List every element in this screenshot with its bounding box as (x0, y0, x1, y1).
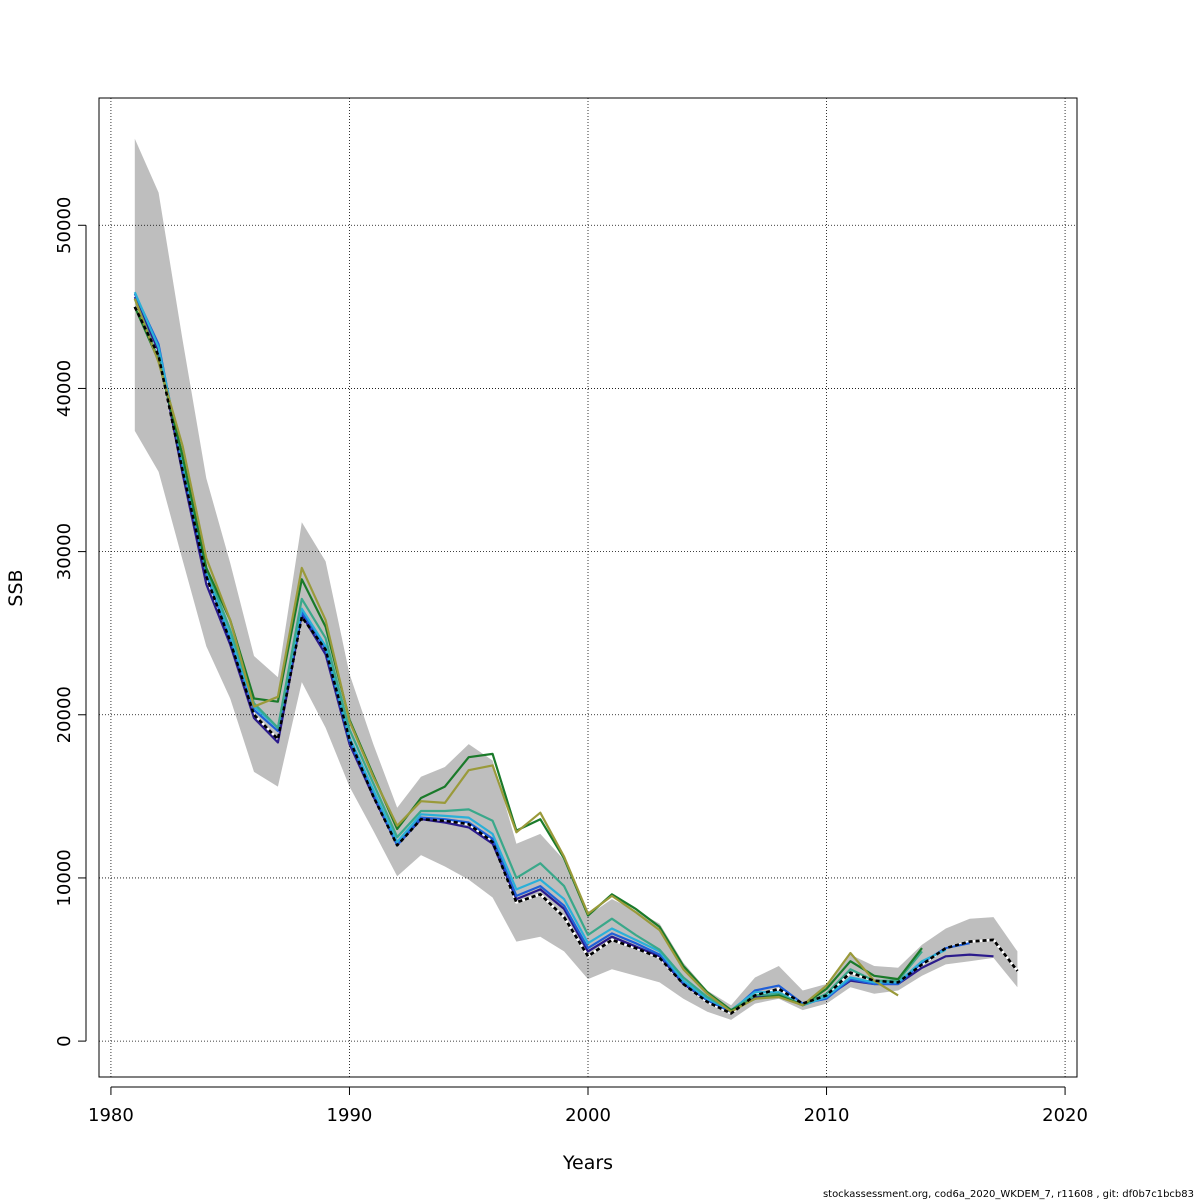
series-line-reference (133, 306, 1019, 1015)
x-axis-title: Years (562, 1152, 613, 1174)
x-tick-label: 1980 (88, 1105, 134, 1126)
y-tick-label: 30000 (54, 523, 75, 580)
y-axis-title: SSB (5, 569, 27, 606)
axis-layer: 1980 1990 2000 2010 2020 0 10000 20000 30000 4000… (54, 197, 1088, 1126)
y-tick-label: 20000 (54, 686, 75, 743)
y-tick-label: 50000 (54, 197, 75, 254)
confidence-band-layer (134, 138, 1018, 1020)
x-tick-label: 2000 (565, 1105, 611, 1126)
plot-frame (98, 97, 1078, 1078)
x-tick-label: 2010 (804, 1105, 850, 1126)
series-layer (133, 291, 1019, 1015)
y-tick-label: 0 (54, 1035, 75, 1046)
series-line-6 (133, 298, 899, 1013)
footer-credit: stockassessment.org, cod6a_2020_WKDEM_7,… (823, 1189, 1194, 1200)
series-line-1 (133, 296, 994, 1013)
y-tick-label: 40000 (54, 360, 75, 417)
y-tick-label: 10000 (54, 849, 75, 906)
x-tick-label: 2020 (1042, 1105, 1088, 1126)
confidence-band (134, 138, 1018, 1020)
series-line-2 (133, 293, 970, 1013)
grid-layer (99, 98, 1077, 1077)
x-tick-label: 1990 (327, 1105, 373, 1126)
